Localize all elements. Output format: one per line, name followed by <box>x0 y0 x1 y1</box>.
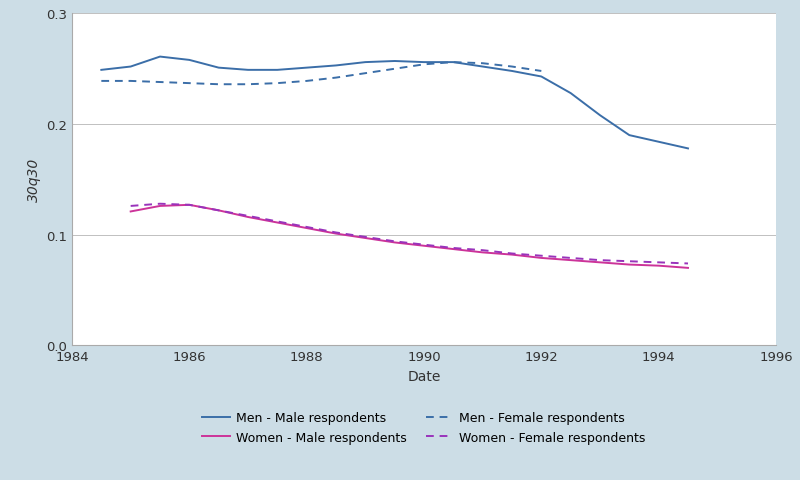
X-axis label: Date: Date <box>407 369 441 383</box>
Legend: Men - Male respondents, Women - Male respondents, Men - Female respondents, Wome: Men - Male respondents, Women - Male res… <box>202 411 646 444</box>
Y-axis label: 30q30: 30q30 <box>26 158 41 202</box>
